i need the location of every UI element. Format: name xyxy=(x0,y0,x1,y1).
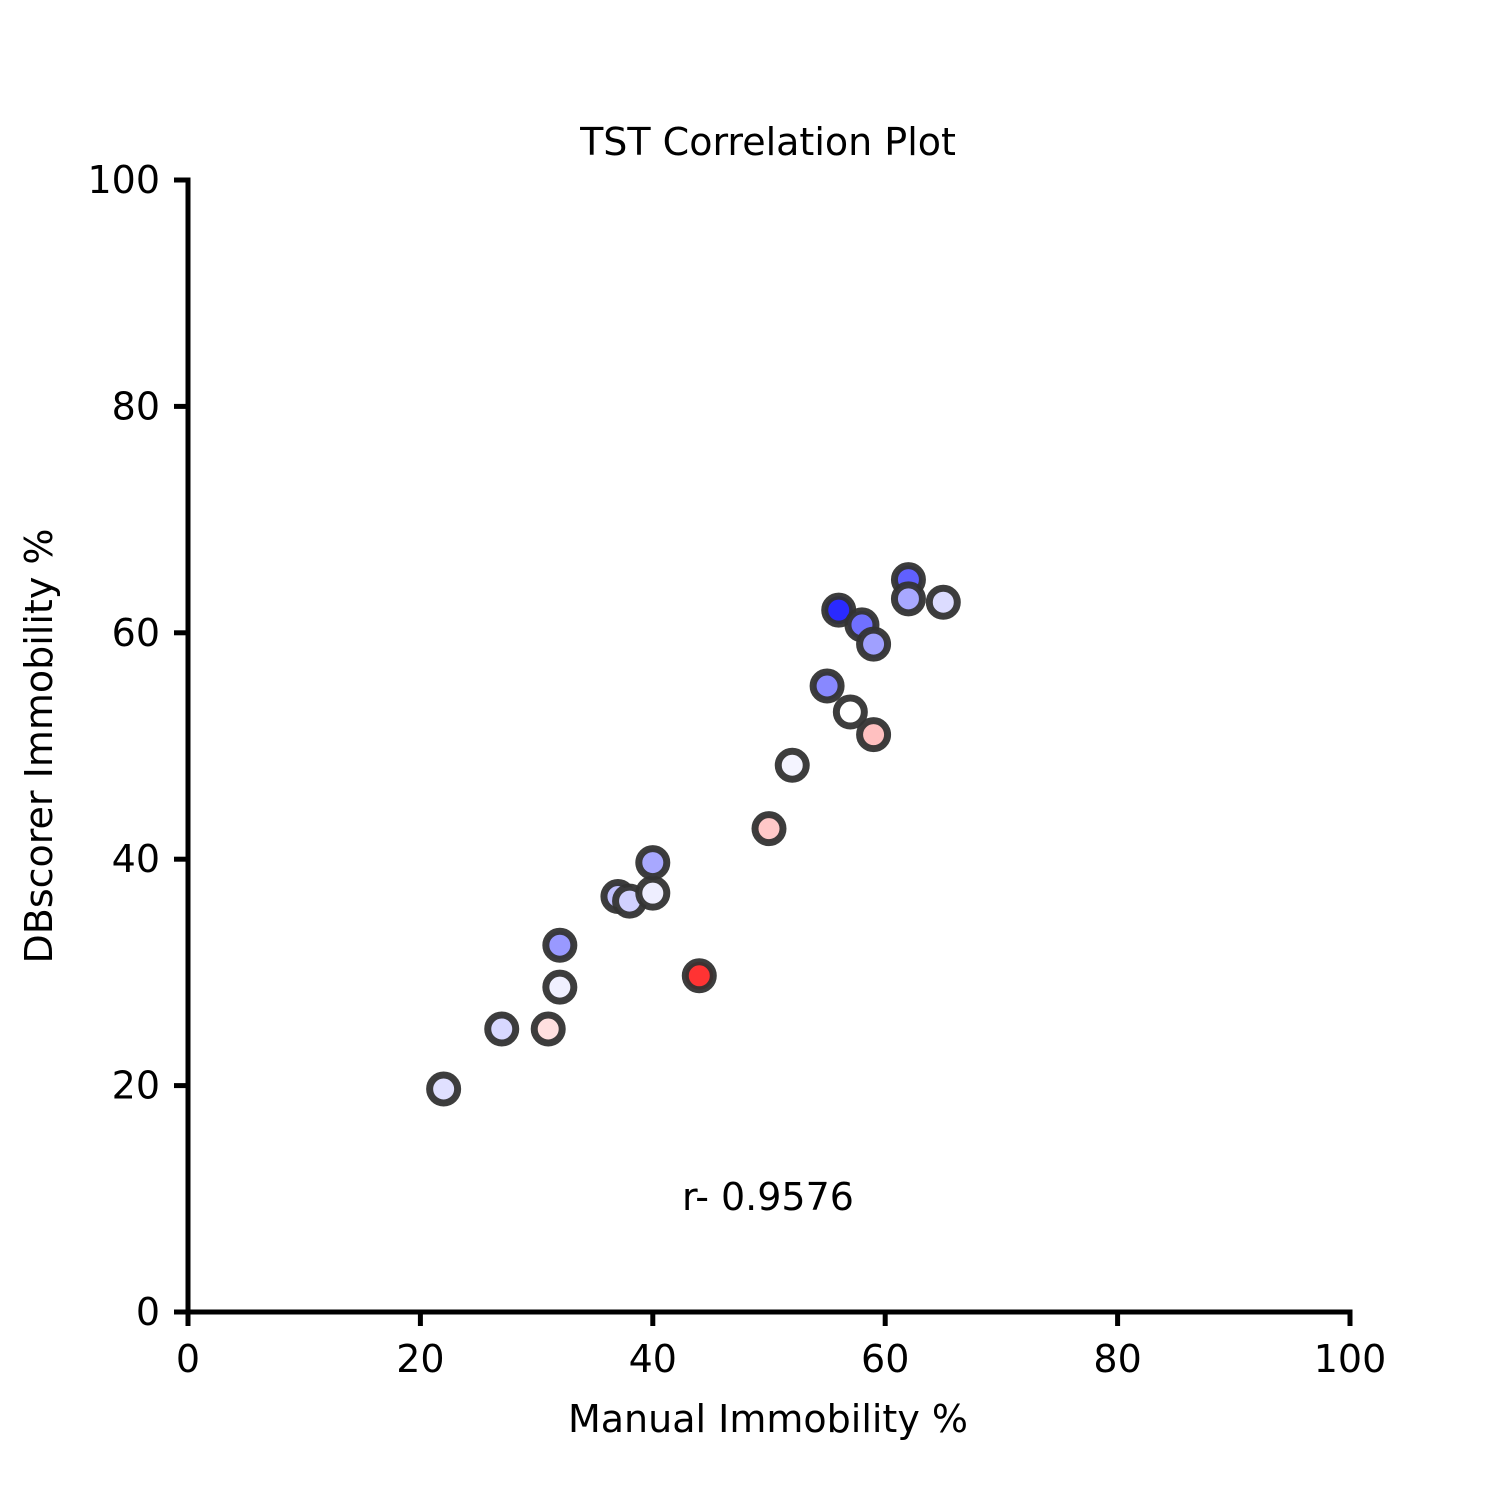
data-points xyxy=(426,562,961,1107)
data-point xyxy=(856,626,892,662)
data-point xyxy=(925,584,961,620)
y-tick-label: 80 xyxy=(112,384,160,428)
data-point xyxy=(751,811,787,847)
data-point xyxy=(542,969,578,1005)
ticks: 0 20 40 60 80 100 0 20 40 60 80 100 xyxy=(87,158,1386,1381)
x-tick-label: 0 xyxy=(176,1337,200,1381)
x-tick-label: 60 xyxy=(861,1337,909,1381)
data-point xyxy=(832,694,868,730)
x-axis-title: Manual Immobility % xyxy=(568,1397,968,1441)
y-tick-label: 0 xyxy=(136,1290,160,1334)
data-point xyxy=(530,1011,566,1047)
y-tick-label: 100 xyxy=(87,158,160,202)
data-point xyxy=(856,717,892,753)
y-tick-label: 60 xyxy=(112,611,160,655)
data-point xyxy=(542,927,578,963)
data-point xyxy=(681,958,717,994)
data-point xyxy=(890,581,926,617)
data-point xyxy=(809,668,845,704)
axes xyxy=(185,177,1353,1315)
y-axis-title: DBscorer Immobility % xyxy=(17,529,61,964)
y-tick-label: 40 xyxy=(112,837,160,881)
data-point xyxy=(774,747,810,783)
x-tick-label: 80 xyxy=(1093,1337,1141,1381)
x-tick-label: 40 xyxy=(629,1337,677,1381)
data-point xyxy=(635,875,671,911)
data-point xyxy=(426,1071,462,1107)
chart-title: TST Correlation Plot xyxy=(579,120,956,164)
data-point xyxy=(635,845,671,881)
y-tick-label: 20 xyxy=(112,1064,160,1108)
data-point xyxy=(484,1011,520,1047)
x-tick-label: 100 xyxy=(1314,1337,1387,1381)
correlation-annotation: r- 0.9576 xyxy=(682,1175,854,1219)
x-tick-label: 20 xyxy=(396,1337,444,1381)
